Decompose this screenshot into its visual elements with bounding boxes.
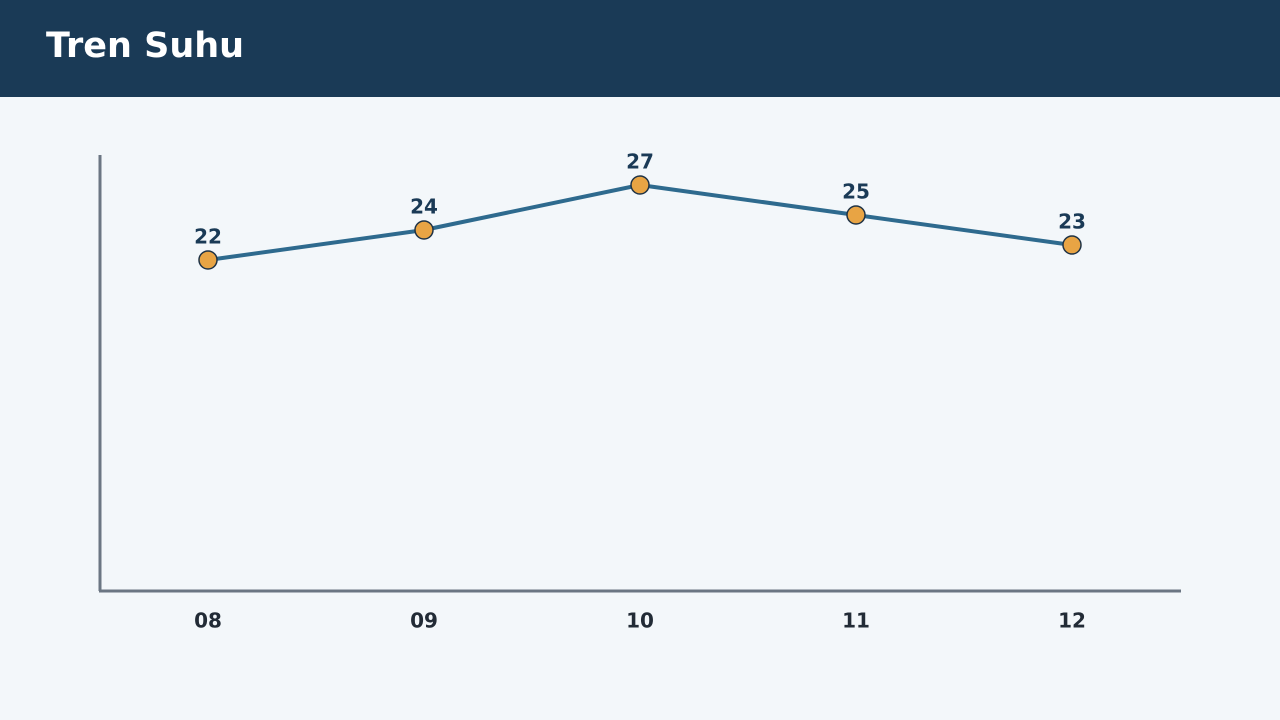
data-label: 27 bbox=[626, 150, 654, 174]
marker bbox=[846, 205, 866, 225]
x-tick-label: 12 bbox=[1058, 609, 1086, 633]
marker bbox=[198, 250, 218, 270]
marker bbox=[1062, 235, 1082, 255]
header bbox=[0, 0, 1280, 97]
x-tick-label: 09 bbox=[410, 609, 438, 633]
chart-title: Tren Suhu bbox=[46, 26, 244, 66]
x-tick-label: 11 bbox=[842, 609, 870, 633]
x-tick-label: 08 bbox=[194, 609, 222, 633]
marker bbox=[630, 175, 650, 195]
data-label: 23 bbox=[1058, 210, 1086, 234]
data-label: 25 bbox=[842, 180, 870, 204]
data-label: 22 bbox=[194, 225, 222, 249]
x-tick-label: 10 bbox=[626, 609, 654, 633]
marker bbox=[414, 220, 434, 240]
data-label: 24 bbox=[410, 195, 438, 219]
